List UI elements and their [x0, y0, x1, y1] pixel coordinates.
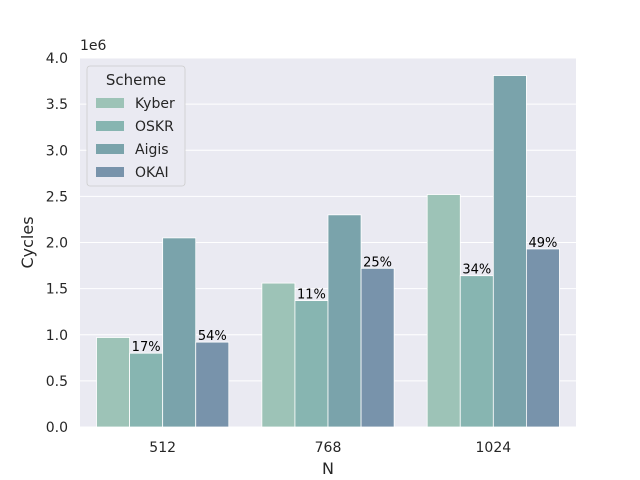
bar-kyber-768 [261, 282, 296, 428]
y-tick-label: 2.0 [46, 236, 68, 252]
bar-okai-512 [195, 341, 230, 428]
bar-annotation: 34% [462, 263, 491, 278]
bar-annotation: 17% [132, 340, 161, 355]
y-tick-label: 0.0 [46, 420, 68, 436]
bar-oskr-768 [294, 300, 329, 428]
bar-annotations: 17% 54% 11% 25% 34% 49% [132, 236, 558, 355]
bar-kyber-512 [96, 337, 130, 428]
legend-swatch-okai [96, 167, 124, 177]
bars [96, 75, 560, 428]
x-tick-label: 1024 [476, 440, 512, 456]
bar-oskr-512 [129, 352, 164, 428]
y-axis-label: Cycles [18, 216, 37, 268]
bar-aigis-768 [327, 214, 362, 428]
x-tick-labels: 512 768 1024 [149, 440, 511, 456]
bar-aigis-1024 [492, 75, 527, 428]
legend-label-kyber: Kyber [135, 96, 175, 112]
y-tick-labels: 0.0 0.5 1.0 1.5 2.0 2.5 3.0 3.5 4.0 [46, 51, 68, 436]
bar-annotation: 11% [297, 288, 326, 303]
legend-label-okai: OKAI [135, 165, 169, 181]
bar-kyber-1024 [426, 194, 461, 428]
legend-swatch-oskr [96, 121, 124, 131]
bar-okai-1024 [526, 248, 560, 428]
x-axis-label: N [322, 459, 334, 478]
legend-box [86, 65, 186, 187]
legend-label-oskr: OSKR [135, 119, 174, 135]
bar-aigis-512 [162, 237, 197, 428]
x-tick-label: 512 [149, 440, 176, 456]
bar-annotation: 54% [198, 329, 227, 344]
bar-annotation: 49% [528, 236, 557, 251]
bar-okai-768 [360, 267, 395, 428]
y-scale-label: 1e6 [80, 38, 107, 54]
legend: Scheme Kyber OSKR Aigis OKAI [86, 65, 186, 187]
y-tick-label: 2.5 [46, 189, 68, 205]
legend-title: Scheme [106, 71, 166, 89]
legend-swatch-kyber [96, 98, 124, 108]
legend-swatch-aigis [96, 144, 124, 154]
bar-annotation: 25% [363, 255, 392, 270]
bar-oskr-1024 [459, 275, 494, 428]
x-tick-label: 768 [315, 440, 342, 456]
y-tick-label: 0.5 [46, 374, 68, 390]
y-tick-label: 3.0 [46, 143, 68, 159]
legend-label-aigis: Aigis [135, 142, 169, 158]
legend-items: Kyber OSKR Aigis OKAI [96, 96, 175, 181]
y-tick-label: 4.0 [46, 51, 68, 67]
y-tick-label: 1.5 [46, 282, 68, 298]
y-tick-label: 1.0 [46, 328, 68, 344]
y-tick-label: 3.5 [46, 97, 68, 113]
